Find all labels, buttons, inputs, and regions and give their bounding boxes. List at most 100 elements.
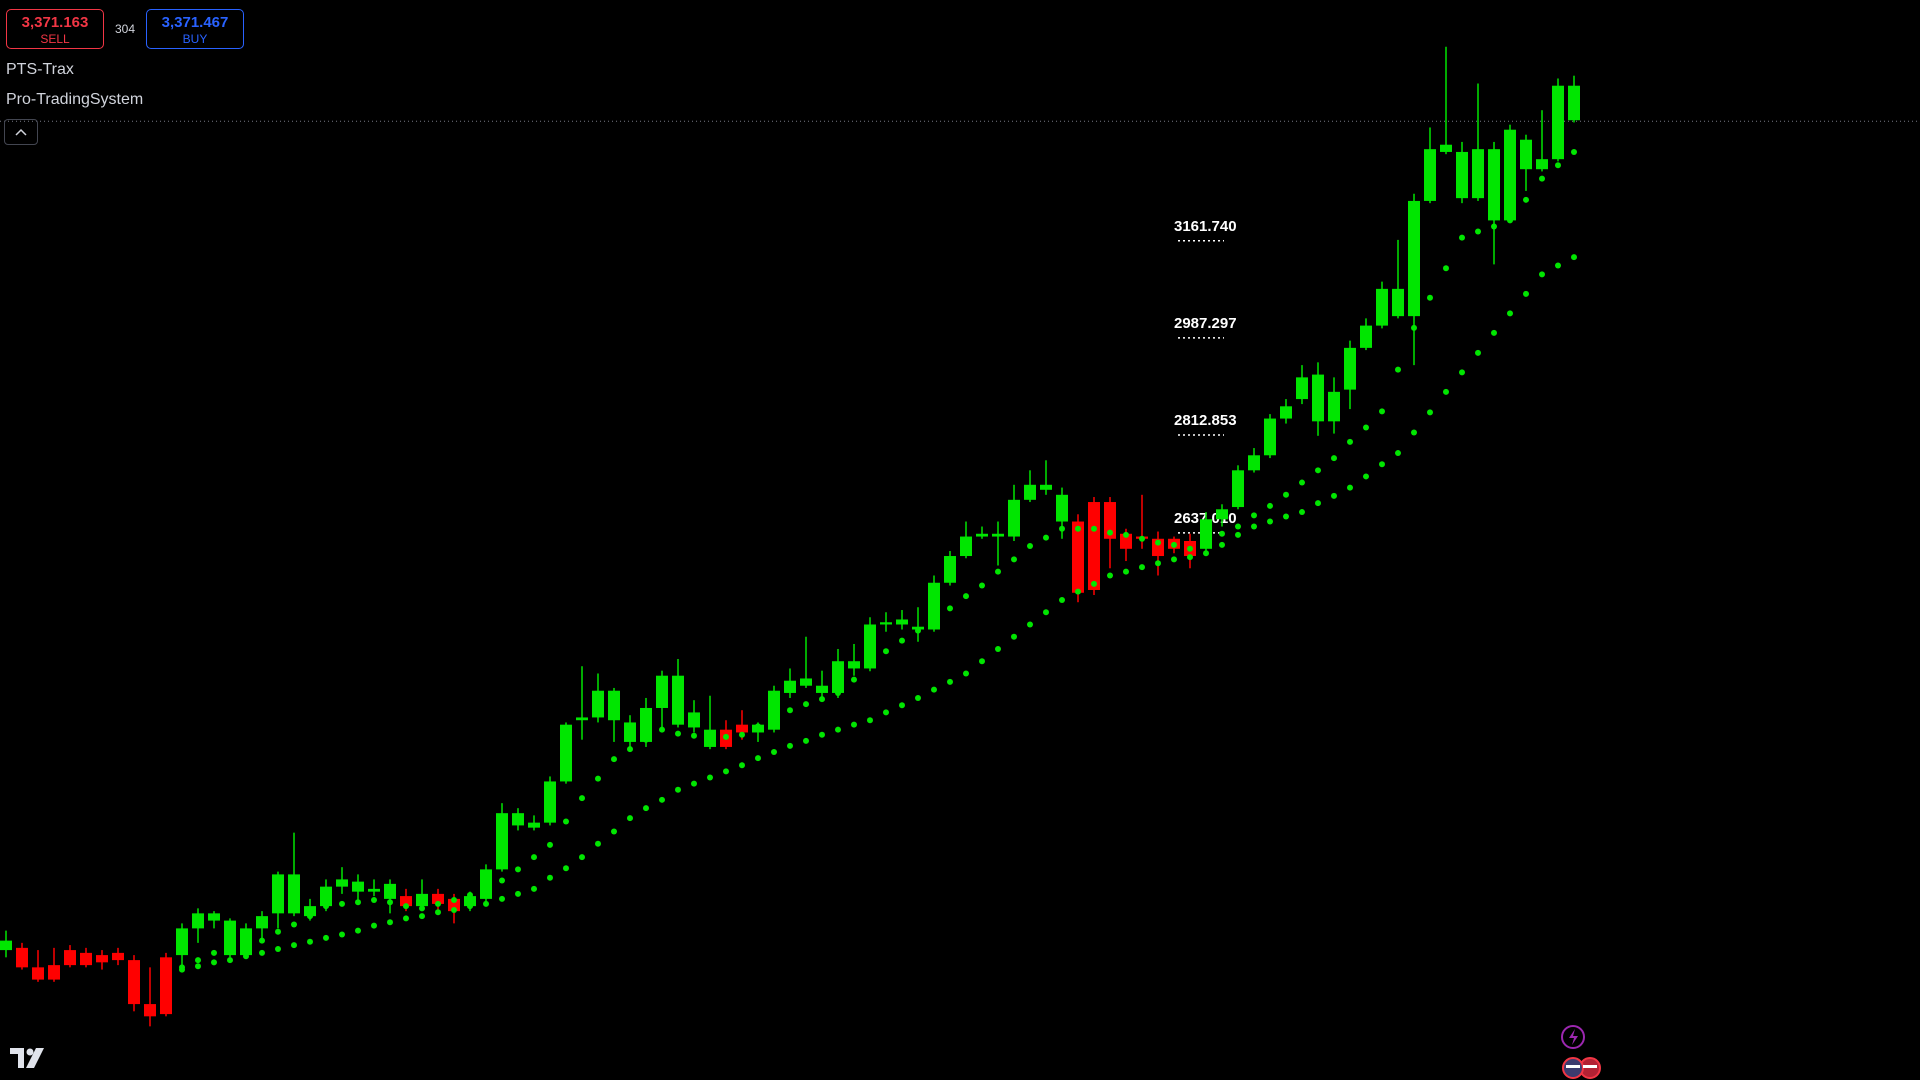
sell-label: SELL [40, 32, 70, 46]
candle-body [336, 879, 348, 887]
trailing-dot [1187, 554, 1193, 561]
trailing-dot [979, 582, 985, 589]
trailing-dot [1187, 545, 1193, 552]
trailing-dot [563, 865, 569, 872]
candle-body [480, 869, 492, 899]
trailing-dot [339, 931, 345, 938]
candle-body [960, 536, 972, 557]
candle-body [1504, 129, 1516, 221]
trailing-dot [1107, 572, 1113, 579]
trailing-dot [435, 900, 441, 907]
buy-price: 3,371.467 [161, 14, 229, 31]
trailing-dot [835, 689, 841, 696]
trailing-dot [547, 841, 553, 848]
candle-body [1040, 484, 1052, 490]
candle-body [1264, 418, 1276, 456]
trailing-dot [1203, 550, 1209, 557]
trailing-dot [931, 616, 937, 623]
trailing-dot [1411, 324, 1417, 331]
spread: 304 [115, 22, 136, 36]
trailing-dot [259, 937, 265, 944]
flags-icon[interactable] [1562, 1057, 1601, 1079]
trailing-dot [1539, 271, 1545, 278]
trailing-dot [1091, 525, 1097, 532]
trailing-dot [1411, 429, 1417, 436]
trailing-dot [179, 966, 185, 973]
alert-icon[interactable] [1561, 1025, 1585, 1049]
trailing-dot [579, 854, 585, 861]
trailing-dot [867, 662, 873, 669]
logo-part [26, 1048, 44, 1068]
trailing-dot [787, 707, 793, 714]
candle-body [784, 680, 796, 693]
trailing-dot [1363, 473, 1369, 480]
candle-body [864, 624, 876, 669]
trailing-dot [387, 919, 393, 926]
trailing-dot [243, 940, 249, 947]
trailing-dot [899, 637, 905, 644]
trailing-dot [1171, 541, 1177, 548]
trailing-dot [419, 905, 425, 912]
trailing-dot [1155, 539, 1161, 546]
candle-body [1008, 499, 1020, 537]
tradingview-logo [10, 1048, 44, 1068]
collapse-button[interactable] [4, 119, 38, 145]
candle-body [128, 960, 140, 1005]
trailing-dot [531, 885, 537, 892]
trailing-dot [1379, 461, 1385, 468]
trailing-dot [1523, 290, 1529, 297]
trailing-dot [803, 737, 809, 744]
candle-body [1072, 521, 1084, 593]
candle-body [768, 690, 780, 730]
candle-body [1536, 159, 1548, 170]
trailing-dot [1443, 265, 1449, 272]
candle-body [1024, 484, 1036, 500]
candle-body [400, 896, 412, 907]
candle-body [1088, 502, 1100, 590]
trailing-dot [1347, 484, 1353, 491]
candle-body [192, 913, 204, 929]
level-label: 3161.740 [1174, 218, 1237, 235]
trailing-dot [1283, 513, 1289, 520]
candle-body [800, 678, 812, 686]
trailing-dot [1331, 492, 1337, 499]
trailing-dot [931, 686, 937, 693]
trailing-dot [1235, 531, 1241, 538]
candle-body [48, 965, 60, 980]
candle-body [288, 874, 300, 914]
buy-button[interactable]: 3,371.467 BUY [146, 9, 244, 49]
candle-body [1488, 149, 1500, 221]
candle-body [928, 582, 940, 630]
candle-body [1232, 470, 1244, 508]
trailing-dot [1315, 500, 1321, 507]
level-label: 2987.297 [1174, 315, 1237, 332]
candle-body [384, 883, 396, 899]
trailing-dot [643, 736, 649, 743]
trailing-dot [611, 828, 617, 835]
trailing-dot [1507, 217, 1513, 224]
trailing-dot [435, 909, 441, 916]
trailing-dot [1123, 531, 1129, 538]
candle-body [1328, 391, 1340, 422]
trailing-dot [915, 627, 921, 634]
candle-body [592, 690, 604, 718]
alert-bolt [1569, 1029, 1578, 1045]
sell-button[interactable]: 3,371.163 SELL [6, 9, 104, 49]
trailing-dot [323, 903, 329, 910]
candle-body [160, 957, 172, 1015]
trailing-dot [275, 928, 281, 935]
indicator-short-name[interactable]: PTS-Trax [6, 61, 74, 78]
trailing-dot [899, 702, 905, 709]
candle-body [304, 906, 316, 917]
trailing-dot [227, 957, 233, 964]
candle-body [848, 661, 860, 669]
candle-body [80, 952, 92, 966]
trailing-dot [1427, 294, 1433, 301]
candle-body [672, 675, 684, 725]
trailing-dot [1171, 556, 1177, 563]
trailing-dot [307, 913, 313, 920]
indicator-name[interactable]: Pro-TradingSystem [6, 91, 144, 108]
trailing-dot [819, 696, 825, 703]
trailing-dot [243, 953, 249, 960]
trailing-dot [643, 805, 649, 812]
